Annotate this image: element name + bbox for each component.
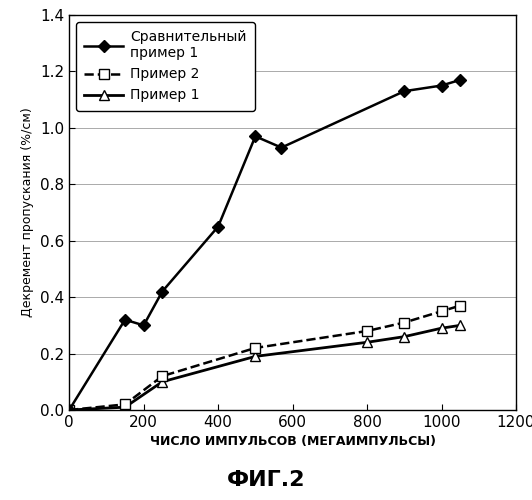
Пример 1 [252,354,259,360]
Пример 2 [438,308,445,314]
Пример 1 [401,334,408,340]
Сравнительный
пример 1 [159,288,165,294]
Сравнительный
пример 1 [122,316,128,322]
Пример 1 [66,407,72,413]
Сравнительный
пример 1 [438,82,445,88]
Пример 2 [401,320,408,326]
Пример 1 [457,322,463,328]
X-axis label: ЧИСЛО ИМПУЛЬСОВ (МЕГАИМПУЛЬСЫ): ЧИСЛО ИМПУЛЬСОВ (МЕГАИМПУЛЬСЫ) [149,436,436,448]
Line: Пример 2: Пример 2 [64,300,465,415]
Пример 2 [364,328,370,334]
Пример 1 [159,379,165,385]
Пример 2 [457,302,463,308]
Y-axis label: Декремент пропускания (%/см): Декремент пропускания (%/см) [21,108,35,318]
Сравнительный
пример 1 [457,77,463,83]
Пример 2 [122,402,128,407]
Line: Сравнительный
пример 1: Сравнительный пример 1 [65,76,464,414]
Сравнительный
пример 1 [278,144,285,150]
Legend: Сравнительный
пример 1, Пример 2, Пример 1: Сравнительный пример 1, Пример 2, Пример… [76,22,255,110]
Сравнительный
пример 1 [66,407,72,413]
Text: ФИГ.2: ФИГ.2 [227,470,305,490]
Пример 2 [159,373,165,379]
Line: Пример 1: Пример 1 [64,320,465,415]
Сравнительный
пример 1 [215,224,221,230]
Сравнительный
пример 1 [401,88,408,94]
Сравнительный
пример 1 [140,322,147,328]
Пример 1 [364,340,370,345]
Сравнительный
пример 1 [252,134,259,140]
Пример 1 [438,325,445,331]
Пример 2 [66,407,72,413]
Пример 1 [122,404,128,410]
Пример 2 [252,345,259,351]
